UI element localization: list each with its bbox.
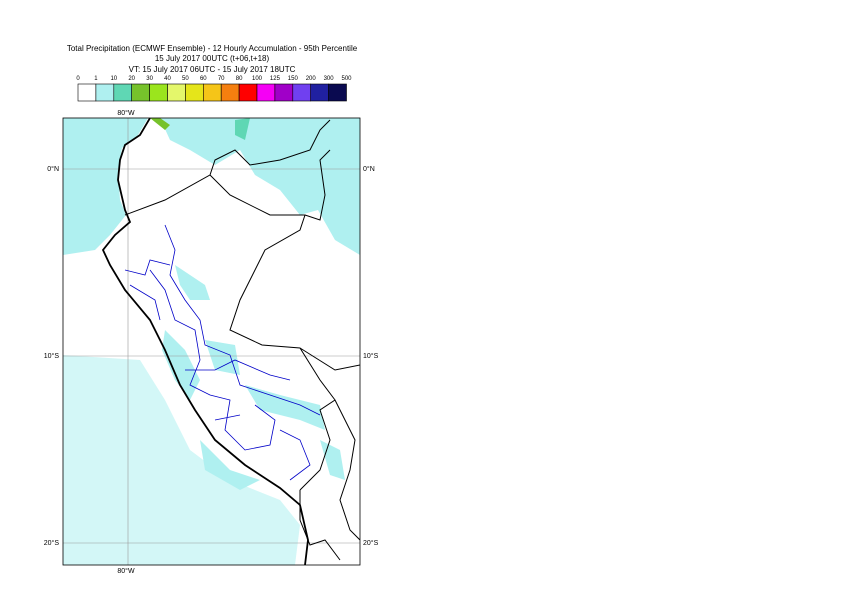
lat-label: 10°S	[44, 352, 60, 360]
legend-level: 40	[164, 76, 171, 82]
legend: 0 1 10 20 30 40 50 60 70 80 100 125 150 200 300 500	[76, 76, 352, 102]
legend-level: 1	[94, 76, 98, 82]
legend-swatch	[167, 83, 186, 102]
map	[63, 118, 360, 565]
legend-level: 30	[146, 76, 153, 82]
legend-swatch	[292, 83, 311, 102]
lat-label: 0°N	[363, 165, 375, 173]
legend-level: 125	[270, 76, 281, 82]
lon-label: 80°W	[117, 567, 135, 575]
legend-level: 20	[128, 76, 135, 82]
legend-swatch	[149, 83, 168, 102]
legend-swatch	[328, 83, 347, 102]
legend-level: 70	[218, 76, 225, 82]
legend-level: 500	[341, 76, 352, 82]
title: Total Precipitation (ECMWF Ensemble) - 1…	[67, 44, 358, 53]
legend-level: 80	[236, 76, 243, 82]
lon-label: 80°W	[117, 109, 135, 117]
legend-swatch	[185, 83, 204, 102]
lat-label: 10°S	[363, 352, 379, 360]
legend-level: 200	[306, 76, 317, 82]
heavy-patch	[150, 118, 170, 130]
coastline	[101, 118, 309, 565]
legend-swatch	[77, 83, 97, 102]
legend-level: 60	[200, 76, 207, 82]
lat-label: 0°N	[47, 165, 59, 173]
legend-swatch	[310, 83, 329, 102]
legend-swatch	[95, 83, 115, 102]
legend-swatch	[131, 83, 150, 102]
legend-swatch	[274, 83, 294, 102]
legend-swatch	[220, 83, 240, 102]
legend-level: 300	[324, 76, 335, 82]
legend-level: 10	[110, 76, 117, 82]
legend-level: 50	[182, 76, 189, 82]
legend-swatch	[203, 83, 222, 102]
legend-level: 0	[76, 76, 80, 82]
base-time: 15 July 2017 00UTC (t+06,t+18)	[155, 54, 270, 63]
lat-label: 20°S	[44, 539, 60, 547]
legend-level: 150	[288, 76, 299, 82]
legend-swatch	[256, 83, 276, 102]
lat-label: 20°S	[363, 539, 379, 547]
moderate-patch	[235, 118, 250, 140]
legend-swatch	[238, 83, 258, 102]
legend-level: 100	[252, 76, 263, 82]
map-frame	[62, 117, 361, 566]
map-labels: 80°W 80°W 0°N 0°N 10°S 10°S 20°S 20°S	[44, 109, 379, 575]
precipitation	[63, 118, 360, 565]
legend-swatch	[113, 83, 133, 102]
valid-time: VT: 15 July 2017 06UTC - 15 July 2017 18…	[129, 65, 296, 74]
borders	[124, 119, 360, 561]
regions	[124, 224, 321, 481]
